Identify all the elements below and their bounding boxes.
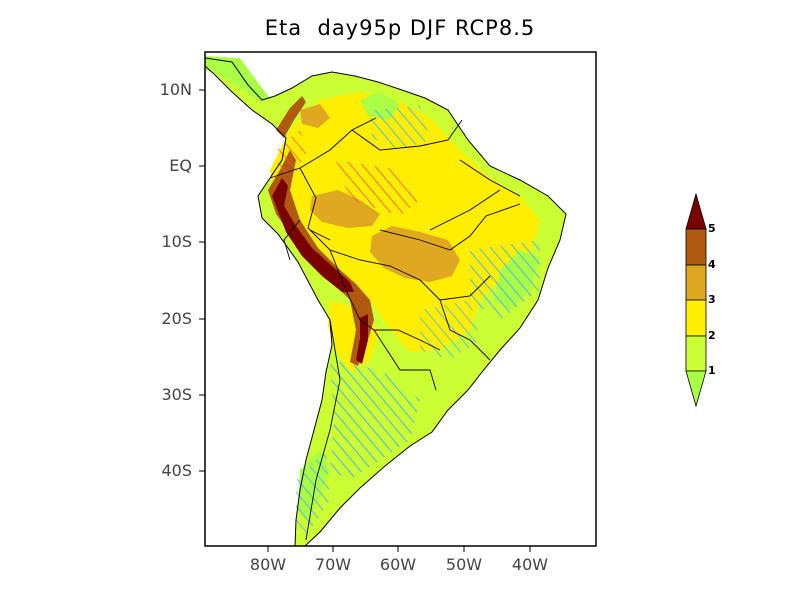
lon-label-40w: 40W — [511, 555, 549, 574]
map-title: Eta day95p DJF RCP8.5 — [264, 16, 536, 40]
colorbar-above-5 — [685, 192, 707, 230]
hatch-red-amazon — [336, 160, 420, 216]
hatch-blue-patagonia — [296, 450, 330, 536]
colorbar-4-5 — [685, 228, 707, 266]
andes-north-ridge — [276, 96, 306, 138]
andes-above-5-south — [356, 314, 368, 364]
lat-label-10s: 10S — [161, 232, 192, 251]
lon-ticks — [267, 546, 531, 552]
colorbar-label-5: 5 — [708, 222, 716, 235]
lat-label-eq: EQ — [169, 156, 192, 175]
hatch-red-andes — [276, 130, 308, 176]
lat-label-20s: 20S — [161, 309, 192, 328]
lat-ticks — [199, 89, 205, 472]
map-area — [205, 56, 567, 546]
colorbar-2-3 — [685, 299, 707, 337]
colorbar — [685, 192, 707, 408]
lat-label-10n: 10N — [159, 80, 192, 99]
colorbar-3-4 — [685, 264, 707, 301]
colorbar-label-4: 4 — [708, 258, 716, 271]
colorbar-label-2: 2 — [708, 329, 716, 342]
coastline — [205, 57, 567, 546]
region-3-4-west — [310, 190, 380, 228]
colorbar-below-1 — [685, 370, 707, 408]
colorbar-label-1: 1 — [708, 364, 716, 377]
lon-label-70w: 70W — [314, 555, 352, 574]
colorbar-1-2 — [685, 335, 707, 372]
colorbar-label-3: 3 — [708, 293, 716, 306]
map-frame — [204, 51, 597, 547]
country-borders — [269, 117, 521, 541]
lat-label-30s: 30S — [161, 385, 192, 404]
region-3-4-central — [370, 226, 460, 282]
hatch-blue-argentina — [330, 360, 420, 480]
lat-label-40s: 40S — [161, 461, 192, 480]
hatch-blue-northeast — [470, 240, 540, 320]
lon-label-80w: 80W — [249, 555, 287, 574]
lon-label-50w: 50W — [445, 555, 483, 574]
region-3-4-north — [300, 104, 330, 128]
hatch-blue-guianas — [370, 106, 430, 150]
lon-label-60w: 60W — [379, 555, 417, 574]
